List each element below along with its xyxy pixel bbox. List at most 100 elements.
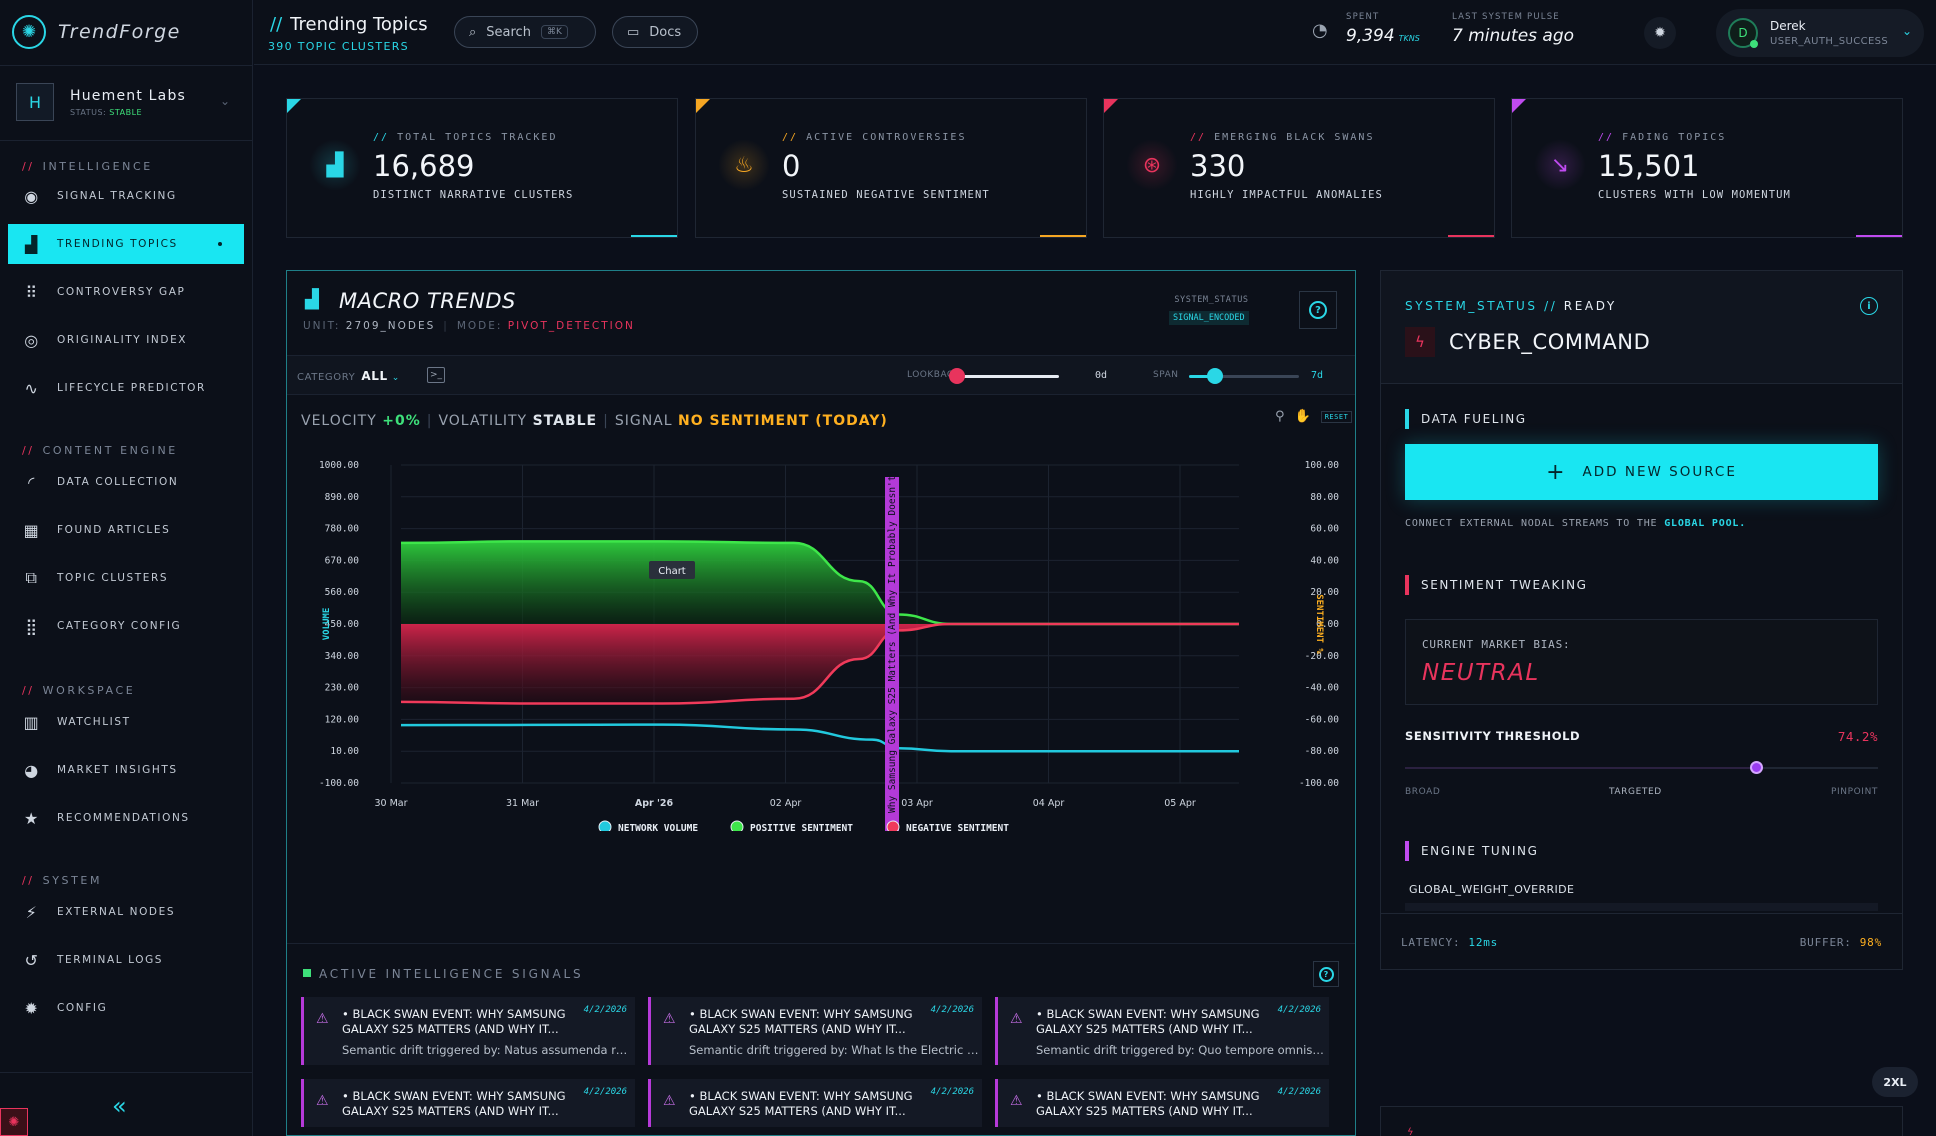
signal-title: • BLACK SWAN EVENT: WHY SAMSUNG GALAXY S… — [689, 1089, 913, 1118]
sidebar-item-watchlist[interactable]: ▥ WATCHLIST — [8, 702, 244, 742]
sidebar-item-market-insights[interactable]: ◕ MARKET INSIGHTS — [8, 750, 244, 790]
y-right-tick: -40.00 — [1305, 683, 1340, 694]
scale-broad: BROAD — [1405, 787, 1441, 797]
corner-accent — [1512, 99, 1526, 113]
clusters-icon: ⧉ — [25, 568, 39, 587]
sensitivity-fill — [1405, 767, 1756, 769]
kpi-card[interactable]: ♨ // ACTIVE CONTROVERSIES 0 SUSTAINED NEGAT… — [695, 98, 1087, 238]
macro-trends-panel: ▟ MACRO TRENDS UNIT: 2709_NODES | MODE: PI… — [286, 270, 1356, 1136]
kpi-label: // ACTIVE CONTROVERSIES — [782, 132, 967, 143]
legend-item[interactable]: POSITIVE_SENTIMENT — [730, 820, 853, 831]
series-line-negative_sentiment[interactable] — [400, 622, 1239, 705]
event-label: EVENT: Why Samsung Galaxy S25 Matters (A… — [887, 470, 898, 831]
signal-card[interactable]: ⚠ • BLACK SWAN EVENT: WHY SAMSUNG GALAXY … — [995, 997, 1329, 1065]
command-panel-header: SYSTEM_STATUS // READY i ϟ CYBER_COMMAND — [1381, 271, 1902, 384]
sidebar-item-data-collection[interactable]: ◜ DATA COLLECTION — [8, 462, 244, 502]
sidebar-item-label: FOUND ARTICLES — [57, 524, 171, 536]
spent-label: SPENT — [1346, 12, 1380, 22]
info-icon[interactable]: i — [1860, 297, 1878, 315]
sensitivity-slider-thumb[interactable] — [1749, 761, 1763, 774]
zoom-icon[interactable]: ⚲ — [1275, 409, 1285, 424]
corner-accent — [1104, 99, 1118, 113]
kpi-card[interactable]: ↘ // FADING TOPICS 15,501 CLUSTERS WITH LOW… — [1511, 98, 1903, 238]
y-right-tick: 40.00 — [1310, 555, 1339, 566]
span-slider-thumb[interactable] — [1207, 368, 1223, 384]
pan-hand-icon[interactable]: ✋ — [1294, 409, 1311, 424]
sensitivity-slider[interactable] — [1405, 761, 1878, 774]
active-indicator — [218, 242, 222, 246]
sidebar-item-signal-tracking[interactable]: ◉ SIGNAL TRACKING — [8, 176, 244, 216]
macro-trends-chart[interactable]: 1000.00 890.00 780.00 670.00 560.00 450.00 340… — [287, 431, 1355, 831]
breakpoint-badge[interactable]: 2XL — [1872, 1067, 1918, 1097]
sidebar-item-trending-topics[interactable]: ▟ TRENDING TOPICS — [8, 224, 244, 264]
sidebar-item-recommendations[interactable]: ★ RECOMMENDATIONS — [8, 798, 244, 838]
history-icon: ↺ — [24, 950, 40, 970]
plus-icon: + — [1546, 459, 1567, 485]
lookback-slider[interactable] — [955, 375, 1059, 378]
legend-item[interactable]: NEGATIVE_SENTIMENT — [886, 820, 1009, 831]
sidebar-item-controversy-gap[interactable]: ⠿ CONTROVERSY GAP — [8, 272, 244, 312]
signal-card[interactable]: ⚠ • BLACK SWAN EVENT: WHY SAMSUNG GALAXY … — [648, 1079, 982, 1127]
y-right-tick: 60.00 — [1310, 524, 1339, 535]
x-tick: 04 Apr — [1033, 798, 1065, 809]
signal-card[interactable]: ⚠ • BLACK SWAN EVENT: WHY SAMSUNG GALAXY … — [301, 1079, 635, 1127]
nav-section-heading: //WORKSPACE — [22, 684, 136, 697]
signal-card[interactable]: ⚠ • BLACK SWAN EVENT: WHY SAMSUNG GALAXY … — [648, 997, 982, 1065]
sensitivity-value: 74.2% — [1837, 729, 1878, 744]
add-new-source-button[interactable]: + ADD NEW SOURCE — [1405, 444, 1878, 500]
signal-card[interactable]: ⚠ • BLACK SWAN EVENT: WHY SAMSUNG GALAXY … — [301, 997, 635, 1065]
trend-down-icon: ↘ — [1534, 139, 1586, 191]
collapse-sidebar-icon[interactable]: « — [112, 1092, 127, 1120]
kpi-card[interactable]: ⊛ // EMERGING BLACK SWANS 330 HIGHLY IMPACT… — [1103, 98, 1495, 238]
app-badge-icon[interactable]: ✺ — [0, 1108, 28, 1136]
category-select[interactable]: CATEGORY ALL ⌄ — [297, 369, 400, 383]
legend-item[interactable]: NETWORK_VOLUME — [598, 820, 698, 831]
warning-icon: ⚠ — [663, 1011, 676, 1027]
span-slider[interactable] — [1189, 375, 1299, 378]
signals-help-button[interactable]: ? — [1313, 961, 1339, 987]
legend-label: POSITIVE_SENTIMENT — [750, 823, 853, 831]
sidebar-item-label: LIFECYCLE PREDICTOR — [57, 382, 206, 394]
legend-swatch — [730, 820, 744, 831]
sidebar-item-found-articles[interactable]: ▦ FOUND ARTICLES — [8, 510, 244, 550]
corner-accent — [287, 99, 301, 113]
help-button[interactable]: ? — [1299, 291, 1337, 329]
docs-button[interactable]: ▭ Docs — [612, 16, 698, 48]
sidebar-item-lifecycle-predictor[interactable]: ∿ LIFECYCLE PREDICTOR — [8, 368, 244, 408]
kpi-label: // EMERGING BLACK SWANS — [1190, 132, 1375, 143]
nav-section-heading: //CONTENT ENGINE — [22, 444, 178, 457]
signal-value: NO SENTIMENT (TODAY) — [678, 413, 888, 429]
signal-card[interactable]: ⚠ • BLACK SWAN EVENT: WHY SAMSUNG GALAXY … — [995, 1079, 1329, 1127]
chart-controls: CATEGORY ALL ⌄ >_ LOOKBACK 0d SPAN 7d — [287, 355, 1355, 395]
bar-chart-icon: ▟ — [309, 139, 361, 191]
search-label: Search — [486, 24, 531, 40]
search-icon: ⌕ — [469, 24, 477, 40]
brand-logo[interactable]: ✺ TrendForge — [12, 14, 181, 50]
sidebar-item-topic-clusters[interactable]: ⧉ TOPIC CLUSTERS — [8, 558, 244, 598]
settings-gear-button[interactable]: ✹ — [1644, 17, 1676, 49]
global-pool-link: GLOBAL POOL. — [1664, 518, 1747, 529]
chart-tooltip: Chart — [649, 561, 695, 579]
volatility-value: STABLE — [532, 413, 598, 429]
series-line-network_volume[interactable] — [400, 723, 1239, 753]
sidebar-item-config[interactable]: ✹ CONFIG — [8, 988, 244, 1028]
kpi-card[interactable]: ▟ // TOTAL TOPICS TRACKED 16,689 DISTINCT N… — [286, 98, 678, 238]
user-name: Derek — [1770, 19, 1806, 33]
sidebar-item-terminal-logs[interactable]: ↺ TERMINAL LOGS — [8, 940, 244, 980]
reset-zoom-button[interactable]: RESET — [1320, 410, 1353, 423]
event-marker[interactable] — [885, 477, 900, 831]
sidebar-item-originality-index[interactable]: ◎ ORIGINALITY INDEX — [8, 320, 244, 360]
org-switcher[interactable]: H Huement Labs STATUS: STABLE ⌄ — [16, 80, 236, 124]
sensitivity-label: SENSITIVITY THRESHOLD — [1405, 729, 1581, 743]
global-weight-slider[interactable] — [1405, 903, 1878, 911]
sidebar-item-category-config[interactable]: ⣿ CATEGORY CONFIG — [8, 606, 244, 646]
sidebar-item-label: TOPIC CLUSTERS — [57, 572, 169, 584]
user-menu[interactable]: D Derek USER_AUTH_SUCCESS ⌄ — [1716, 9, 1924, 57]
macro-meta: UNIT: 2709_NODES | MODE: PIVOT_DETECTION — [303, 320, 635, 332]
terminal-icon[interactable]: >_ — [427, 367, 445, 383]
y-right-tick: -20.00 — [1305, 651, 1340, 662]
series-area-positive_sentiment — [401, 541, 1239, 624]
search-button[interactable]: ⌕ Search ⌘K — [454, 16, 596, 48]
sidebar-item-external-nodes[interactable]: ⚡ EXTERNAL NODES — [8, 892, 244, 932]
lookback-slider-thumb[interactable] — [949, 368, 965, 384]
